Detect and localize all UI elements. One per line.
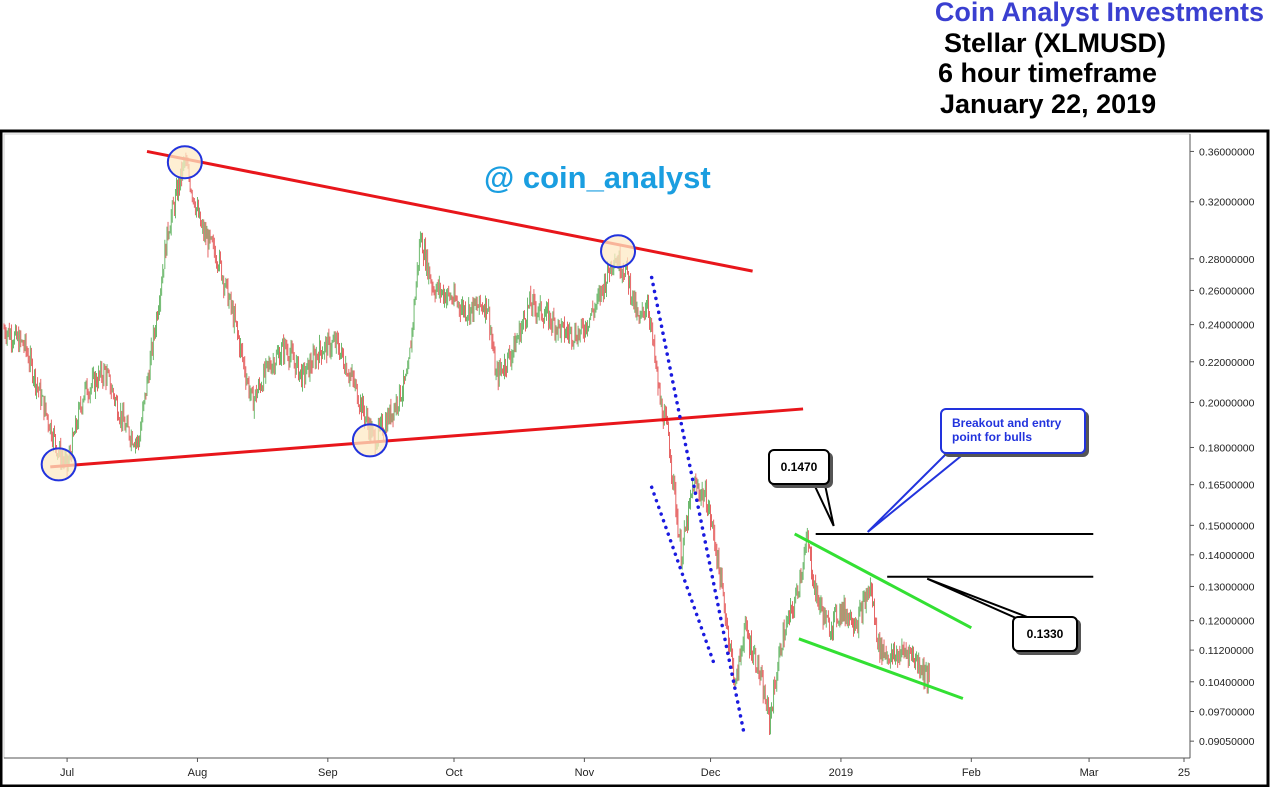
x-axis: Jul Aug Sep Oct Nov Dec 2019 Feb Mar 25 bbox=[60, 758, 1190, 779]
y-tick-label: 0.14000000 bbox=[1199, 550, 1255, 562]
callout-level-low: 0.1330 bbox=[1012, 616, 1078, 652]
watermark-handle: @ coin_analyst bbox=[484, 160, 711, 195]
dotted-trendline-upper bbox=[649, 275, 746, 736]
y-tick-label: 0.15000000 bbox=[1199, 520, 1255, 532]
x-tick-label: Jul bbox=[60, 767, 74, 779]
x-tick-label: Aug bbox=[188, 767, 208, 779]
x-tick-label: Dec bbox=[701, 767, 721, 779]
y-tick-label: 0.36000000 bbox=[1199, 146, 1255, 158]
timeframe-title: 6 hour timeframe bbox=[938, 58, 1158, 88]
touch-circle bbox=[166, 145, 203, 180]
candles-layer bbox=[3, 152, 930, 736]
x-tick-label: Sep bbox=[318, 767, 338, 779]
dotted-trendline-lower bbox=[649, 485, 717, 668]
y-tick-label: 0.24000000 bbox=[1199, 320, 1255, 332]
channel-upper-line bbox=[793, 532, 973, 630]
x-tick-label: 2019 bbox=[829, 767, 853, 779]
y-tick-label: 0.12000000 bbox=[1199, 616, 1255, 628]
touch-circle bbox=[40, 447, 77, 482]
x-tick-label: Oct bbox=[445, 767, 462, 779]
y-axis: 0.36000000 0.32000000 0.28000000 0.26000000… bbox=[1190, 146, 1255, 748]
trendlines-layer bbox=[40, 145, 1094, 736]
y-tick-label: 0.26000000 bbox=[1199, 285, 1255, 297]
symbol-title: Stellar (XLMUSD) bbox=[944, 28, 1167, 58]
x-tick-label: Mar bbox=[1080, 767, 1099, 779]
y-tick-label: 0.09050000 bbox=[1199, 736, 1255, 748]
y-tick-label: 0.32000000 bbox=[1199, 197, 1255, 209]
callout-pointers bbox=[810, 451, 1031, 619]
touch-circle bbox=[600, 234, 637, 269]
channel-lower-line bbox=[798, 637, 964, 700]
resistance-trendline bbox=[146, 149, 753, 273]
brand-title: Coin Analyst Investments bbox=[934, 0, 1264, 27]
y-tick-label: 0.22000000 bbox=[1199, 357, 1255, 369]
x-tick-label: Nov bbox=[575, 767, 595, 779]
callout-breakout: Breakout and entry point for bulls bbox=[940, 408, 1086, 454]
touch-circle bbox=[351, 423, 388, 458]
y-tick-label: 0.09700000 bbox=[1199, 707, 1255, 719]
pointer-level-high bbox=[810, 479, 835, 527]
chart-frame bbox=[0, 129, 1270, 787]
y-tick-label: 0.20000000 bbox=[1199, 397, 1255, 409]
y-tick-label: 0.13000000 bbox=[1199, 581, 1255, 593]
x-tick-label: 25 bbox=[1178, 767, 1190, 779]
support-trendline bbox=[50, 407, 804, 469]
y-tick-label: 0.11200000 bbox=[1199, 645, 1254, 657]
callout-level-high: 0.1470 bbox=[768, 449, 830, 485]
y-tick-label: 0.10400000 bbox=[1199, 677, 1255, 689]
pointer-breakout bbox=[866, 451, 969, 533]
chart-border bbox=[0, 129, 1270, 787]
x-tick-label: Feb bbox=[962, 767, 981, 779]
y-tick-label: 0.18000000 bbox=[1199, 442, 1255, 454]
y-tick-label: 0.28000000 bbox=[1199, 254, 1255, 266]
y-tick-label: 0.16500000 bbox=[1199, 480, 1255, 492]
date-title: January 22, 2019 bbox=[940, 89, 1157, 119]
